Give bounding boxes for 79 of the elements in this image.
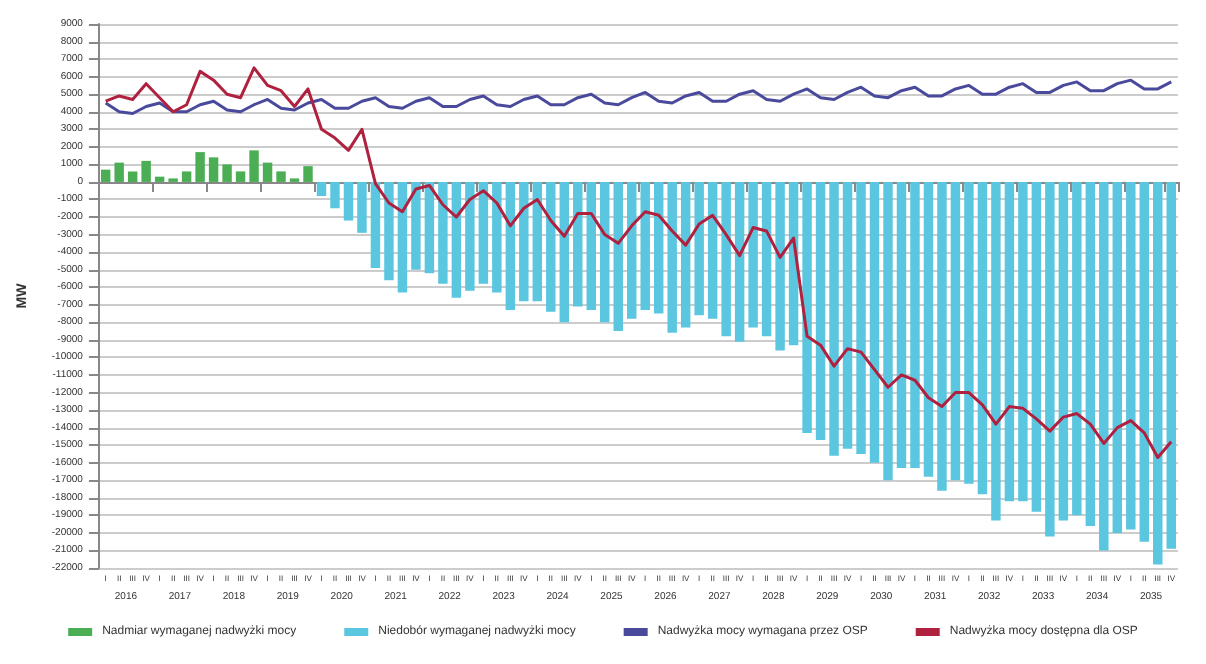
bar <box>1018 181 1028 502</box>
bar <box>208 157 219 182</box>
line-series <box>104 66 1173 459</box>
bar <box>154 176 165 182</box>
bar <box>330 181 340 209</box>
bar <box>883 181 893 481</box>
bar <box>222 164 232 182</box>
bar <box>1126 181 1136 530</box>
bar <box>680 181 691 328</box>
bar <box>195 152 205 182</box>
bar <box>451 181 462 298</box>
bar <box>694 181 704 316</box>
bar <box>573 181 583 307</box>
bar <box>653 181 664 314</box>
bar <box>1031 181 1042 512</box>
bar <box>761 181 772 337</box>
bar <box>748 181 758 328</box>
bar <box>964 181 974 484</box>
bar <box>492 181 502 293</box>
bar <box>869 181 880 463</box>
bar <box>991 181 1001 521</box>
bar <box>1072 181 1082 516</box>
bar <box>141 160 151 182</box>
bar <box>100 169 111 182</box>
bar <box>815 181 826 440</box>
line-series <box>104 78 1173 115</box>
bar <box>600 181 610 323</box>
bar <box>505 181 516 311</box>
bar <box>384 181 394 281</box>
bar <box>667 181 677 333</box>
bar <box>721 181 731 337</box>
bar <box>478 181 489 284</box>
bar <box>842 181 853 449</box>
bar <box>896 181 907 468</box>
bar <box>923 181 934 477</box>
bar <box>707 181 718 319</box>
bar <box>397 181 408 293</box>
bar <box>114 162 124 182</box>
bar <box>519 181 529 302</box>
bar <box>1085 181 1096 526</box>
bar <box>1004 181 1015 502</box>
bar <box>316 181 327 196</box>
bar <box>1112 181 1123 533</box>
bar <box>357 181 367 233</box>
bar <box>856 181 866 454</box>
bar <box>950 181 961 481</box>
bar <box>559 181 569 323</box>
bar <box>802 181 812 433</box>
bar <box>411 181 421 270</box>
bar <box>276 171 286 182</box>
bar <box>829 181 839 456</box>
bar <box>1166 181 1176 549</box>
bar <box>181 171 192 182</box>
bar <box>235 171 246 182</box>
bar <box>249 150 259 182</box>
bar <box>640 181 650 311</box>
bar <box>775 181 785 351</box>
bar <box>370 181 381 268</box>
bar <box>1045 181 1055 537</box>
bar <box>424 181 435 274</box>
bar <box>546 181 556 312</box>
bar <box>1058 181 1069 521</box>
bar <box>1139 181 1149 542</box>
bar <box>613 181 623 332</box>
bar <box>127 171 138 182</box>
bar <box>910 181 920 468</box>
bar <box>627 181 637 319</box>
bar <box>532 181 543 302</box>
bar <box>438 181 448 284</box>
bar <box>262 162 273 182</box>
bar <box>937 181 947 491</box>
bar <box>734 181 745 342</box>
bar <box>1153 181 1163 565</box>
bar <box>343 181 354 221</box>
bar <box>586 181 596 311</box>
bar <box>977 181 988 495</box>
bar <box>1099 181 1109 551</box>
bar <box>465 181 475 291</box>
bar <box>303 166 313 182</box>
